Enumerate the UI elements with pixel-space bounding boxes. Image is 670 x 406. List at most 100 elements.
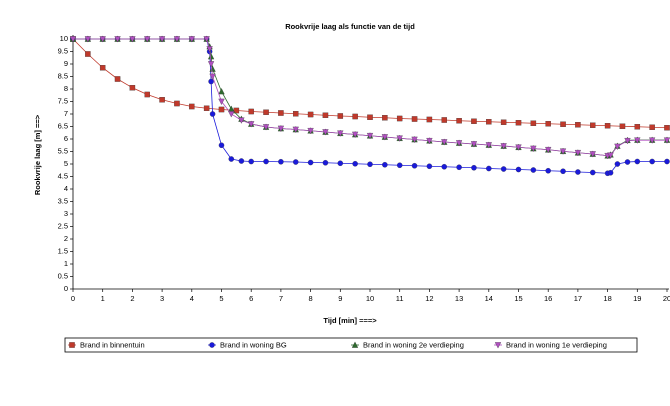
- marker: [560, 168, 566, 174]
- marker: [218, 142, 225, 148]
- y-tick-label: 7.5: [58, 96, 68, 105]
- marker: [560, 121, 566, 128]
- y-tick-label: 3: [64, 209, 68, 218]
- y-tick-label: 0.5: [58, 271, 68, 280]
- marker: [500, 119, 507, 126]
- y-tick-label: 2: [64, 234, 68, 243]
- marker: [545, 147, 552, 154]
- marker: [590, 169, 596, 176]
- marker: [174, 100, 180, 107]
- marker: [649, 158, 655, 165]
- marker: [515, 166, 522, 173]
- marker: [352, 160, 358, 167]
- marker: [500, 143, 507, 150]
- marker: [69, 36, 77, 43]
- marker: [426, 163, 433, 169]
- marker: [396, 115, 403, 122]
- marker: [114, 36, 121, 43]
- marker: [649, 137, 656, 144]
- marker: [441, 139, 448, 146]
- marker: [292, 111, 299, 117]
- marker: [455, 140, 463, 147]
- marker: [337, 160, 344, 166]
- marker: [84, 36, 91, 43]
- marker: [322, 129, 329, 136]
- marker: [411, 162, 418, 169]
- x-axis-label: Tijd [min] ===>: [323, 316, 377, 325]
- marker: [203, 105, 210, 112]
- marker: [471, 118, 477, 125]
- marker: [456, 164, 462, 170]
- y-tick-label: 4: [64, 184, 68, 193]
- x-tick-label: 20: [663, 294, 670, 303]
- marker: [559, 148, 567, 155]
- marker: [352, 131, 359, 138]
- y-tick-label: 9.5: [58, 46, 68, 55]
- marker: [382, 115, 388, 121]
- x-tick-label: 8: [309, 294, 313, 303]
- marker: [530, 120, 537, 127]
- y-tick-label: 4.5: [58, 171, 68, 180]
- marker: [367, 114, 373, 121]
- marker: [530, 167, 537, 173]
- x-tick-label: 15: [514, 294, 522, 303]
- marker: [351, 341, 359, 348]
- marker: [664, 158, 670, 165]
- y-tick-label: 8: [64, 84, 68, 93]
- marker: [367, 161, 373, 167]
- y-axis-label: Rookvrije laag [m] ==>: [33, 114, 42, 195]
- marker: [188, 36, 195, 43]
- series-line: [72, 38, 668, 129]
- marker: [649, 124, 655, 131]
- marker: [614, 143, 621, 150]
- marker: [485, 142, 492, 149]
- x-tick-label: 13: [455, 294, 463, 303]
- x-tick-label: 1: [101, 294, 105, 303]
- marker: [574, 150, 582, 157]
- marker: [614, 161, 621, 167]
- marker: [207, 53, 215, 60]
- x-tick-label: 18: [603, 294, 611, 303]
- x-tick-label: 6: [249, 294, 253, 303]
- x-tick-label: 11: [396, 294, 404, 303]
- x-tick-label: 19: [633, 294, 641, 303]
- marker: [248, 158, 254, 165]
- marker: [634, 124, 641, 130]
- marker: [262, 124, 270, 131]
- marker: [545, 121, 551, 127]
- x-tick-label: 5: [219, 294, 223, 303]
- marker: [441, 163, 447, 170]
- marker: [209, 65, 216, 72]
- marker: [99, 36, 106, 43]
- marker: [470, 141, 478, 148]
- marker: [545, 167, 551, 174]
- x-tick-label: 0: [71, 294, 75, 303]
- y-tick-label: 1: [64, 259, 68, 268]
- marker: [307, 159, 314, 166]
- marker: [248, 121, 255, 128]
- marker: [189, 103, 195, 110]
- chart-title: Rookvrije laag als functie van de tijd: [285, 22, 415, 31]
- marker: [396, 162, 403, 168]
- marker: [307, 128, 314, 135]
- marker: [69, 342, 75, 348]
- marker: [209, 73, 216, 80]
- marker: [337, 130, 344, 137]
- marker: [619, 123, 626, 130]
- marker: [129, 85, 136, 91]
- marker: [515, 120, 522, 126]
- x-tick-label: 17: [574, 294, 582, 303]
- legend-label: Brand in woning 2e verdieping: [363, 340, 464, 349]
- marker: [99, 65, 106, 71]
- marker: [322, 159, 329, 166]
- y-tick-label: 5.5: [58, 146, 68, 155]
- x-tick-label: 7: [279, 294, 283, 303]
- marker: [206, 46, 213, 53]
- y-tick-label: 9: [64, 59, 68, 68]
- x-tick-label: 2: [130, 294, 134, 303]
- marker: [203, 36, 210, 43]
- marker: [441, 117, 447, 123]
- marker: [382, 161, 388, 168]
- marker: [209, 342, 215, 348]
